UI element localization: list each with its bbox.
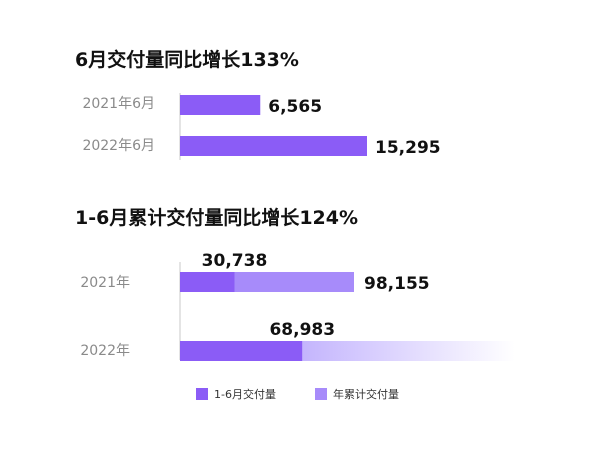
chart2-title: 1-6月累计交付量同比增长124% [75,206,358,229]
legend-label-h1: 1-6月交付量 [214,387,276,401]
chart1-bar-2022 [180,136,367,156]
chart1-category-label-2022: 2022年6月 [82,138,155,154]
chart2-bar-2022-h1 [180,341,303,361]
chart1-value-label-2022: 15,295 [375,138,441,158]
legend-swatch-h1 [196,388,208,400]
chart2-category-label-2022: 2022年 [80,343,130,359]
chart1-value-label-2021: 6,565 [268,97,322,117]
chart2-category-label-2021: 2021年 [80,275,130,291]
chart1-category-label-2021: 2021年6月 [82,96,155,112]
chart2-value-label-2021-annual: 98,155 [364,274,430,294]
chart2-value-label-2022-h1: 68,983 [269,320,335,340]
chart2-bar-2021-h1 [180,272,235,292]
legend-swatch-annual [315,388,327,400]
legend-label-annual: 年累计交付量 [333,387,399,401]
chart2-value-label-2021-h1: 30,738 [202,251,268,271]
chart1-title: 6月交付量同比增长133% [75,48,299,71]
chart1-bar-2021 [180,95,261,115]
chart2-bar-2022-annual-fade [302,341,515,361]
